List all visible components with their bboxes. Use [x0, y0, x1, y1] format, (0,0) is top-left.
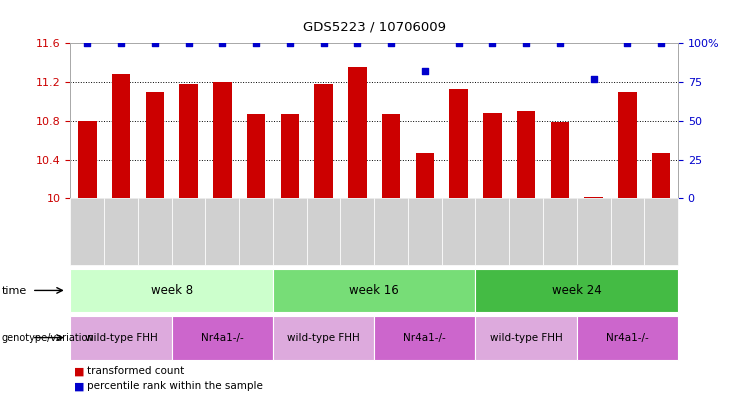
Text: Nr4a1-/-: Nr4a1-/-: [201, 333, 244, 343]
Point: [250, 40, 262, 46]
Text: GSM1322694: GSM1322694: [353, 202, 362, 255]
Point: [520, 40, 532, 46]
Text: GSM1322703: GSM1322703: [657, 202, 665, 255]
Point: [385, 40, 397, 46]
Text: ■: ■: [74, 366, 84, 376]
Bar: [213, 82, 232, 198]
Bar: [179, 84, 198, 198]
Text: GSM1322696: GSM1322696: [420, 202, 429, 255]
Text: GSM1322691: GSM1322691: [251, 202, 261, 255]
Bar: [416, 153, 434, 198]
Bar: [314, 84, 333, 198]
Text: GSM1322692: GSM1322692: [285, 202, 294, 255]
Text: week 16: week 16: [349, 284, 399, 298]
Bar: [618, 92, 637, 198]
Text: GSM1322698: GSM1322698: [488, 202, 497, 255]
Text: Nr4a1-/-: Nr4a1-/-: [606, 333, 649, 343]
Text: GSM1322687: GSM1322687: [116, 202, 125, 255]
Bar: [516, 111, 536, 198]
Text: Nr4a1-/-: Nr4a1-/-: [403, 333, 446, 343]
Text: GSM1322702: GSM1322702: [623, 202, 632, 255]
Bar: [449, 89, 468, 198]
Text: wild-type FHH: wild-type FHH: [84, 333, 157, 343]
Text: GSM1322701: GSM1322701: [589, 202, 598, 255]
Point: [554, 40, 566, 46]
Bar: [112, 74, 130, 198]
Text: genotype/variation: genotype/variation: [1, 333, 94, 343]
Text: GSM1322688: GSM1322688: [150, 202, 159, 255]
Point: [182, 40, 194, 46]
Point: [82, 40, 93, 46]
Text: week 24: week 24: [552, 284, 602, 298]
Bar: [247, 114, 265, 198]
Text: GSM1322690: GSM1322690: [218, 202, 227, 255]
Text: GSM1322697: GSM1322697: [454, 202, 463, 255]
Point: [149, 40, 161, 46]
Text: transformed count: transformed count: [87, 366, 185, 376]
Text: wild-type FHH: wild-type FHH: [490, 333, 562, 343]
Text: time: time: [1, 286, 27, 296]
Bar: [145, 92, 164, 198]
Bar: [281, 114, 299, 198]
Bar: [585, 196, 603, 198]
Text: GDS5223 / 10706009: GDS5223 / 10706009: [303, 20, 445, 33]
Point: [419, 68, 431, 74]
Point: [351, 40, 363, 46]
Text: wild-type FHH: wild-type FHH: [288, 333, 360, 343]
Bar: [551, 122, 569, 198]
Text: ■: ■: [74, 381, 84, 391]
Point: [453, 40, 465, 46]
Text: GSM1322689: GSM1322689: [184, 202, 193, 255]
Bar: [78, 121, 96, 198]
Point: [216, 40, 228, 46]
Text: GSM1322699: GSM1322699: [522, 202, 531, 255]
Text: GSM1322693: GSM1322693: [319, 202, 328, 255]
Bar: [652, 153, 671, 198]
Text: GSM1322700: GSM1322700: [555, 202, 565, 255]
Point: [622, 40, 634, 46]
Point: [318, 40, 330, 46]
Point: [284, 40, 296, 46]
Point: [655, 40, 667, 46]
Text: GSM1322695: GSM1322695: [387, 202, 396, 255]
Text: GSM1322686: GSM1322686: [83, 202, 92, 255]
Point: [115, 40, 127, 46]
Bar: [483, 113, 502, 198]
Bar: [348, 68, 367, 198]
Point: [486, 40, 498, 46]
Text: week 8: week 8: [150, 284, 193, 298]
Text: percentile rank within the sample: percentile rank within the sample: [87, 381, 263, 391]
Bar: [382, 114, 400, 198]
Point: [588, 76, 599, 82]
